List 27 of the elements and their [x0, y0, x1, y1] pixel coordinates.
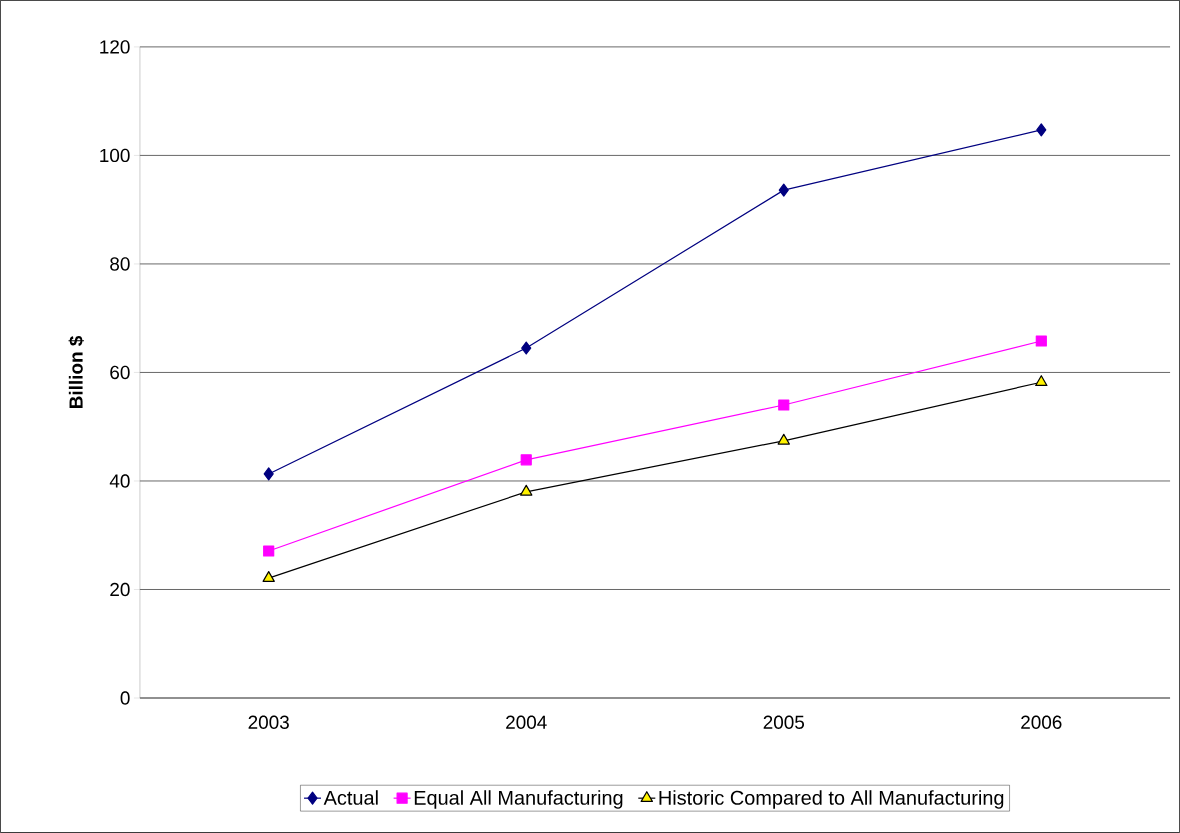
legend-label: Historic Compared to All Manufacturing [659, 790, 1004, 809]
x-tick-label: 2006 [1021, 715, 1062, 729]
y-tick-label: 80 [110, 257, 130, 271]
x-tick-label: 2005 [763, 715, 805, 729]
legend-label: Actual [323, 790, 378, 805]
legend-label: Equal All Manufacturing [414, 790, 623, 809]
point [262, 571, 275, 582]
point [778, 399, 790, 411]
point [263, 545, 275, 557]
point [1036, 123, 1047, 137]
y-tick-label: 120 [100, 40, 130, 54]
y-tick-label: 100 [100, 148, 130, 163]
point [778, 183, 789, 197]
point [777, 433, 790, 445]
point [520, 454, 532, 466]
y-axis-title: Billion $ [68, 335, 84, 409]
point [1035, 375, 1048, 387]
point [1035, 335, 1047, 347]
y-tick-label: 40 [109, 474, 130, 488]
point [521, 341, 532, 355]
point [263, 467, 274, 481]
x-tick-label: 2004 [506, 715, 547, 729]
x-tick-label: 2003 [248, 715, 289, 729]
point [520, 484, 533, 496]
y-tick-label: 20 [110, 582, 130, 597]
y-tick-label: 60 [110, 365, 130, 380]
y-tick-label: 0 [120, 691, 130, 705]
